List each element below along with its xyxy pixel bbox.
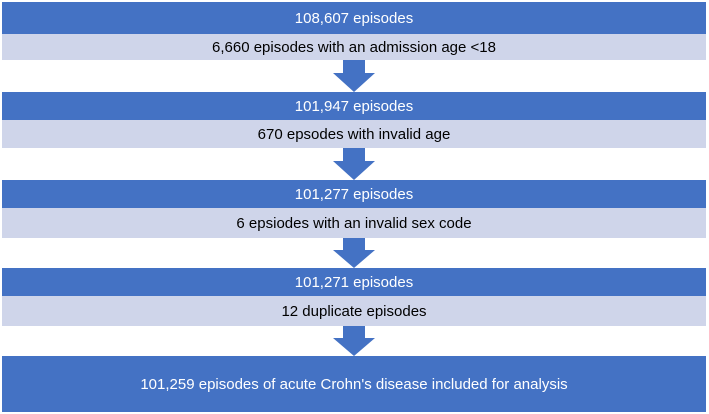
exclusion-text-4: 12 duplicate episodes bbox=[281, 302, 427, 320]
down-arrow-icon bbox=[333, 326, 375, 356]
count-box-1: 108,607 episodes bbox=[2, 2, 706, 34]
exclusion-box-4: 12 duplicate episodes bbox=[2, 296, 706, 326]
exclusion-text-1: 6,660 episodes with an admission age <18 bbox=[212, 38, 496, 56]
exclusion-text-3: 6 epsiodes with an invalid sex code bbox=[236, 214, 472, 232]
down-arrow-icon-shape bbox=[333, 148, 375, 180]
down-arrow-icon-shape bbox=[333, 326, 375, 356]
down-arrow-icon-shape bbox=[333, 238, 375, 268]
down-arrow-icon bbox=[333, 148, 375, 180]
down-arrow-icon bbox=[333, 60, 375, 92]
down-arrow-icon-shape bbox=[333, 60, 375, 92]
count-box-2: 101,947 episodes bbox=[2, 92, 706, 120]
count-box-4: 101,271 episodes bbox=[2, 268, 706, 296]
count-text-2: 101,947 episodes bbox=[294, 97, 414, 115]
count-box-3: 101,277 episodes bbox=[2, 180, 706, 208]
count-text-4: 101,271 episodes bbox=[294, 273, 414, 291]
final-box: 101,259 episodes of acute Crohn's diseas… bbox=[2, 356, 706, 412]
count-text-3: 101,277 episodes bbox=[294, 185, 414, 203]
down-arrow-icon bbox=[333, 238, 375, 268]
exclusion-box-2: 670 epsodes with invalid age bbox=[2, 120, 706, 148]
exclusion-box-3: 6 epsiodes with an invalid sex code bbox=[2, 208, 706, 238]
final-text: 101,259 episodes of acute Crohn's diseas… bbox=[140, 375, 568, 393]
count-text-1: 108,607 episodes bbox=[294, 9, 414, 27]
exclusion-text-2: 670 epsodes with invalid age bbox=[257, 125, 451, 143]
exclusion-box-1: 6,660 episodes with an admission age <18 bbox=[2, 34, 706, 60]
